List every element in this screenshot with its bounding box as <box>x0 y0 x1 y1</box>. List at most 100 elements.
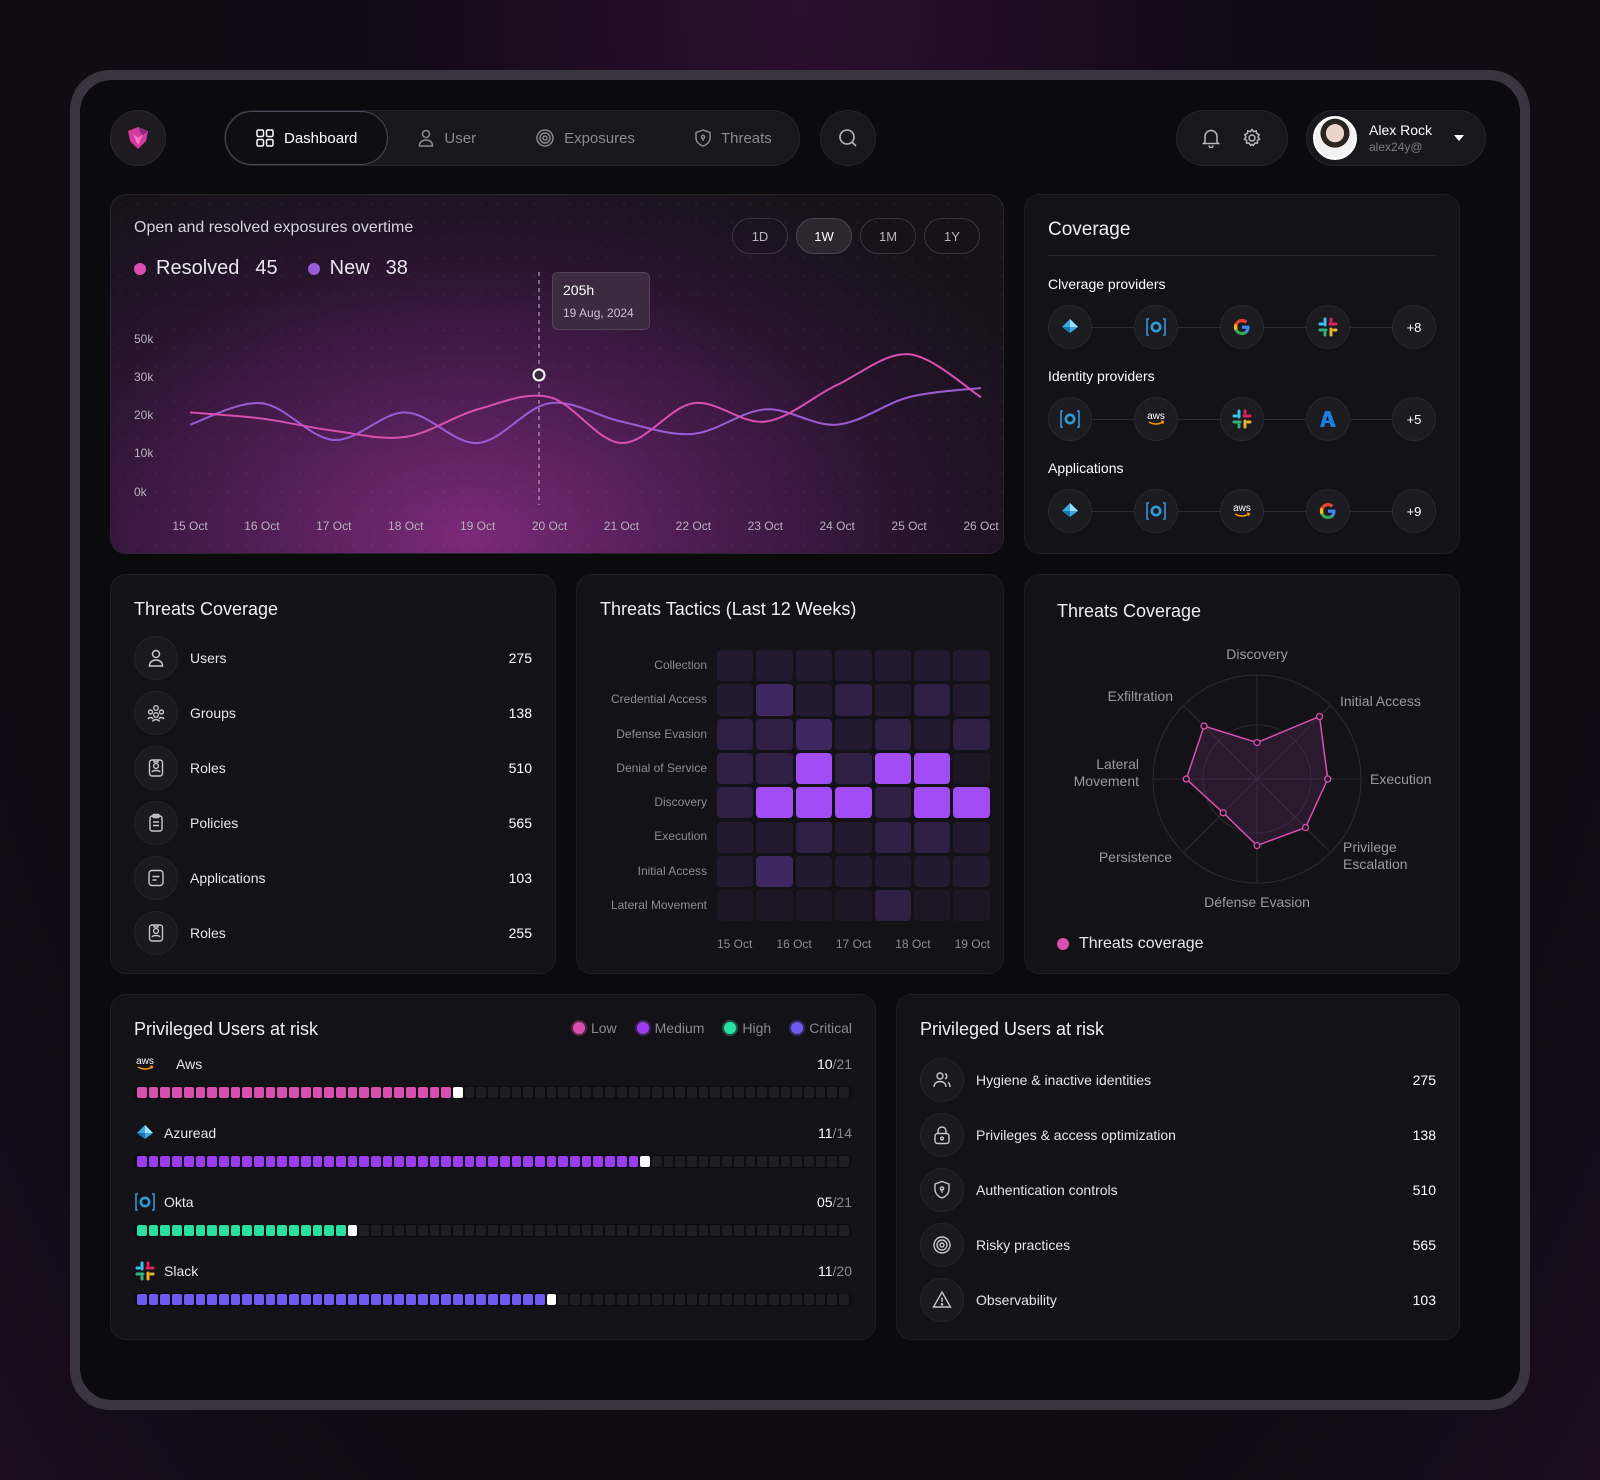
heatmap-cell[interactable] <box>756 718 793 750</box>
heatmap-cell[interactable] <box>795 650 833 682</box>
provider-more-count[interactable]: +5 <box>1392 397 1436 441</box>
heatmap-cell[interactable] <box>795 752 833 785</box>
risk-row[interactable]: Azuread 11/14 <box>134 1121 852 1168</box>
heatmap-cell[interactable] <box>835 821 872 853</box>
search-button[interactable] <box>820 110 876 166</box>
risk-row[interactable]: Slack 11/20 <box>134 1259 852 1306</box>
heatmap-cell[interactable] <box>835 718 872 750</box>
heatmap-cell[interactable] <box>717 787 754 819</box>
list-item[interactable]: Roles 255 <box>134 905 532 960</box>
heatmap-cell[interactable] <box>953 890 990 922</box>
heatmap-cell[interactable] <box>717 821 754 853</box>
tab-user[interactable]: User <box>388 111 506 165</box>
gear-icon[interactable] <box>1242 128 1262 148</box>
provider-bubble[interactable]: aws <box>1220 489 1264 533</box>
range-1d[interactable]: 1D <box>732 218 788 254</box>
tab-exposures[interactable]: Exposures <box>506 111 665 165</box>
heatmap-cell[interactable] <box>914 650 951 682</box>
heatmap-cell[interactable] <box>835 787 872 819</box>
list-item[interactable]: Applications 103 <box>134 850 532 905</box>
heatmap-cell[interactable] <box>874 650 911 682</box>
bell-icon[interactable] <box>1202 128 1220 148</box>
heatmap-cell[interactable] <box>795 821 833 853</box>
heatmap-cell[interactable] <box>795 855 833 888</box>
heatmap-cell[interactable] <box>953 684 990 716</box>
heatmap-cell[interactable] <box>914 684 951 716</box>
heatmap-cell[interactable] <box>756 890 793 922</box>
list-item[interactable]: Users 275 <box>134 630 532 685</box>
range-1m[interactable]: 1M <box>860 218 916 254</box>
heatmap-cell[interactable] <box>874 752 911 785</box>
heatmap-cell[interactable] <box>914 821 951 853</box>
list-item[interactable]: Groups 138 <box>134 685 532 740</box>
heatmap-cell[interactable] <box>717 855 754 888</box>
provider-bubble[interactable] <box>1306 489 1350 533</box>
list-item[interactable]: Authentication controls 510 <box>920 1162 1436 1217</box>
heatmap-cell[interactable] <box>835 890 872 922</box>
heatmap-cell[interactable] <box>914 787 951 819</box>
user-menu[interactable]: Alex Rock alex24y@ <box>1306 110 1486 166</box>
heatmap-cell[interactable] <box>874 718 911 750</box>
provider-bubble[interactable] <box>1306 397 1350 441</box>
heatmap-cell[interactable] <box>914 752 951 785</box>
heatmap-cell[interactable] <box>756 821 793 853</box>
provider-bubble[interactable] <box>1048 489 1092 533</box>
list-item[interactable]: Hygiene & inactive identities 275 <box>920 1052 1436 1107</box>
provider-bubble[interactable] <box>1220 305 1264 349</box>
heatmap-cell[interactable] <box>953 855 990 888</box>
heatmap-cell[interactable] <box>795 890 833 922</box>
provider-bubble[interactable] <box>1134 489 1178 533</box>
heatmap-cell[interactable] <box>953 821 990 853</box>
heatmap-cell[interactable] <box>874 787 911 819</box>
heatmap-cell[interactable] <box>953 752 990 785</box>
heatmap-cell[interactable] <box>717 890 754 922</box>
heatmap-cell[interactable] <box>756 650 793 682</box>
heatmap-cell[interactable] <box>835 684 872 716</box>
heatmap-cell[interactable] <box>874 855 911 888</box>
heatmap-cell[interactable] <box>874 821 911 853</box>
provider-bubble[interactable] <box>1220 397 1264 441</box>
heatmap-cell[interactable] <box>835 752 872 785</box>
list-item[interactable]: Observability 103 <box>920 1272 1436 1327</box>
heatmap-cell[interactable] <box>756 684 793 716</box>
heatmap-cell[interactable] <box>795 787 833 819</box>
heatmap-cell[interactable] <box>953 650 990 682</box>
heatmap-cell[interactable] <box>717 718 754 750</box>
heatmap-cell[interactable] <box>756 752 793 785</box>
list-item[interactable]: Policies 565 <box>134 795 532 850</box>
provider-bubble[interactable] <box>1134 305 1178 349</box>
tab-threats[interactable]: Threats <box>665 111 802 165</box>
range-1y[interactable]: 1Y <box>924 218 980 254</box>
heatmap-cell[interactable] <box>874 890 911 922</box>
range-1w[interactable]: 1W <box>796 218 852 254</box>
heatmap-cell[interactable] <box>874 684 911 716</box>
heatmap-cell[interactable] <box>914 855 951 888</box>
heatmap-cell[interactable] <box>835 855 872 888</box>
provider-bubble[interactable]: aws <box>1134 397 1178 441</box>
hover-point[interactable] <box>532 368 546 382</box>
chevron-down-icon[interactable] <box>1453 134 1465 142</box>
provider-bubble[interactable] <box>1048 397 1092 441</box>
list-item[interactable]: Roles 510 <box>134 740 532 795</box>
brand-logo[interactable] <box>110 110 166 166</box>
heatmap-cell[interactable] <box>717 650 754 682</box>
heatmap-cell[interactable] <box>717 684 754 716</box>
heatmap-cell[interactable] <box>756 855 793 888</box>
heatmap-cell[interactable] <box>953 787 990 819</box>
risk-row[interactable]: aws Aws 10/21 <box>134 1052 852 1099</box>
heatmap-cell[interactable] <box>914 718 951 750</box>
heatmap-cell[interactable] <box>795 684 833 716</box>
provider-more-count[interactable]: +9 <box>1392 489 1436 533</box>
list-item[interactable]: Privileges & access optimization 138 <box>920 1107 1436 1162</box>
provider-bubble[interactable] <box>1048 305 1092 349</box>
provider-bubble[interactable] <box>1306 305 1350 349</box>
risk-row[interactable]: Okta 05/21 <box>134 1190 852 1237</box>
provider-more-count[interactable]: +8 <box>1392 305 1436 349</box>
heatmap-cell[interactable] <box>914 890 951 922</box>
heatmap-cell[interactable] <box>835 650 872 682</box>
heatmap-cell[interactable] <box>953 718 990 750</box>
heatmap-cell[interactable] <box>717 752 754 785</box>
heatmap-cell[interactable] <box>795 718 833 750</box>
heatmap-cell[interactable] <box>756 787 793 819</box>
tab-dashboard[interactable]: Dashboard <box>225 111 389 165</box>
